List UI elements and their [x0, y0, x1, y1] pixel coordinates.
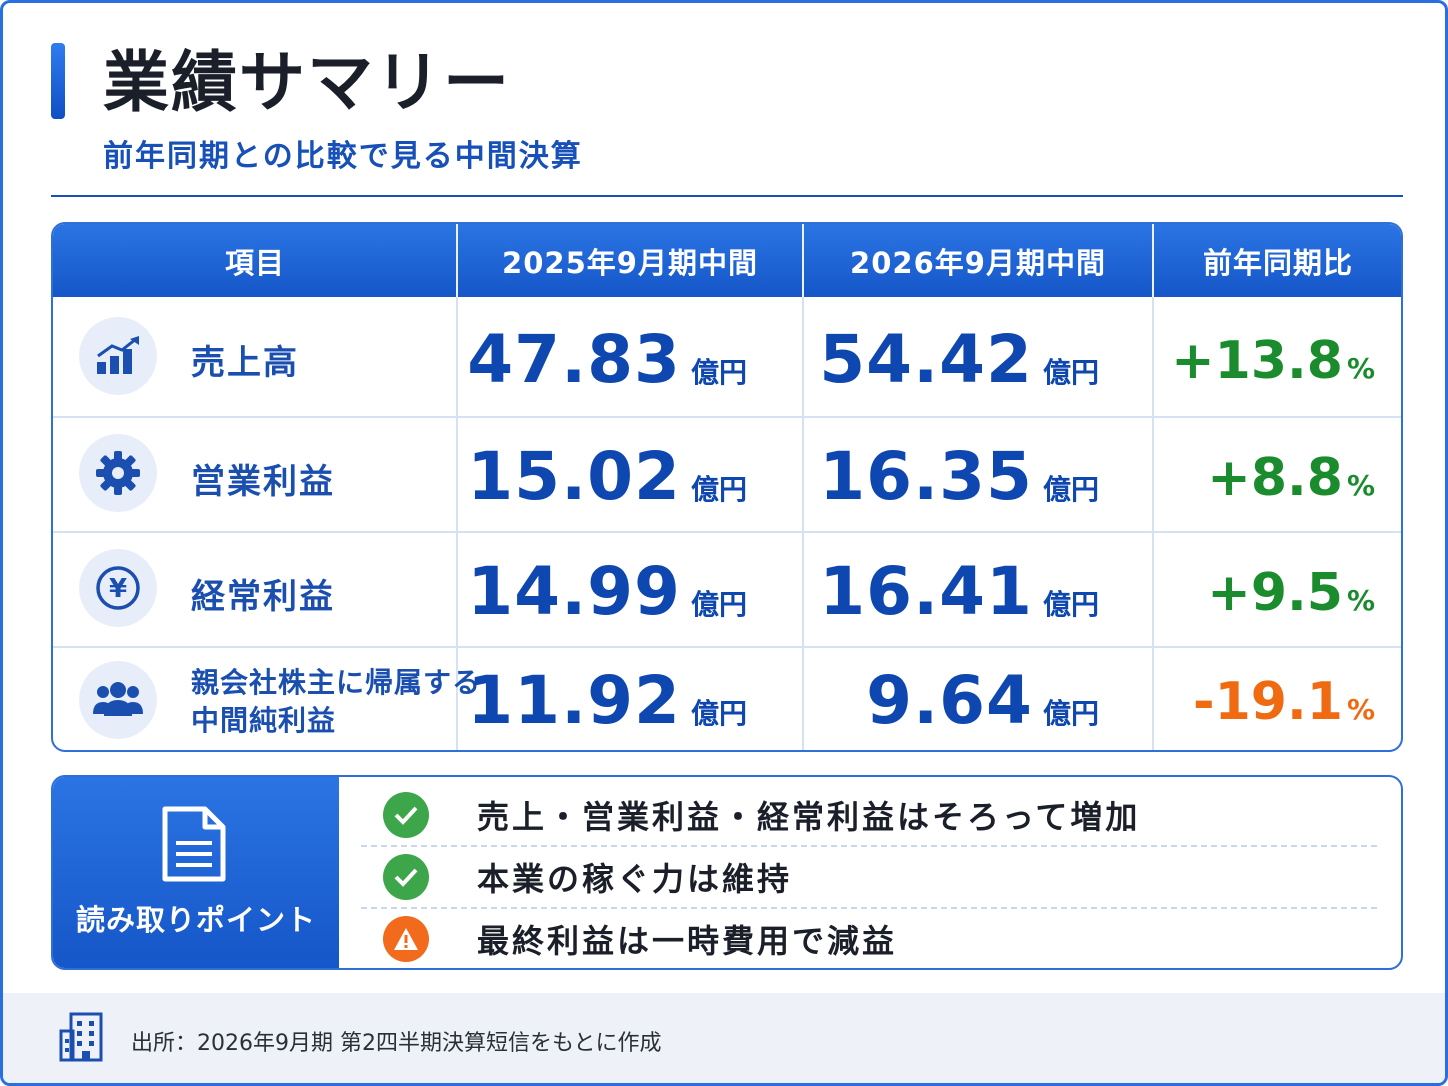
- curr-value: 16.41 億円: [819, 553, 1099, 630]
- check-icon: [383, 792, 429, 838]
- svg-text:¥: ¥: [109, 574, 127, 604]
- table-row: 売上高 47.83 億円 54.42 億円 +13.8%: [53, 297, 1401, 416]
- page-subtitle: 前年同期との比較で見る中間決算: [103, 139, 583, 174]
- row-label: 売上高: [191, 343, 299, 383]
- building-icon: [59, 1011, 105, 1067]
- key-point-item: 本業の稼ぐ力は維持: [383, 847, 792, 907]
- key-point-item: 最終利益は一時費用で減益: [383, 909, 897, 968]
- column-header-prev: 2025年9月期中間: [502, 245, 758, 280]
- curr-value: 16.35 億円: [819, 438, 1099, 515]
- row-label: 経常利益: [191, 577, 335, 617]
- gear-icon: [79, 434, 157, 512]
- header-divider: [1152, 224, 1154, 297]
- prev-value: 11.92 億円: [467, 662, 747, 739]
- key-point-item: 売上・営業利益・経常利益はそろって増加: [383, 785, 1140, 845]
- header-divider: [456, 224, 458, 297]
- prev-value: 15.02 億円: [467, 438, 747, 515]
- change-value: +8.8%: [1207, 448, 1375, 508]
- change-value: +13.8%: [1171, 331, 1375, 391]
- column-header-change: 前年同期比: [1202, 245, 1353, 280]
- prev-value: 47.83 億円: [467, 321, 747, 398]
- curr-value: 54.42 億円: [819, 321, 1099, 398]
- point-divider: [361, 845, 1377, 847]
- page-title: 業績サマリー: [103, 44, 511, 121]
- table-row: 営業利益 15.02 億円 16.35 億円 +8.8%: [53, 418, 1401, 531]
- bar-chart-icon: [79, 317, 157, 395]
- row-label: 営業利益: [191, 462, 335, 502]
- column-header-curr: 2026年9月期中間: [850, 245, 1106, 280]
- key-points-panel: 読み取りポイント 売上・営業利益・経常利益はそろって増加 本業の稼ぐ力は維持: [51, 775, 1403, 970]
- prev-value: 14.99 億円: [467, 553, 747, 630]
- table-row: ¥ 経常利益 14.99 億円 16.41 億円 +9.5%: [53, 533, 1401, 646]
- curr-value: 9.64 億円: [866, 662, 1099, 739]
- yen-icon: ¥: [79, 549, 157, 627]
- key-points-title: 読み取りポイント: [75, 903, 316, 937]
- document-icon: [161, 805, 227, 887]
- check-icon: [383, 854, 429, 900]
- row-divider: [53, 416, 1401, 418]
- row-divider: [53, 646, 1401, 648]
- header-divider: [802, 224, 804, 297]
- footer: 出所：2026年9月期 第2四半期決算短信をもとに作成: [3, 993, 1445, 1083]
- key-points-sidebar: 読み取りポイント: [53, 777, 339, 968]
- people-icon: [79, 661, 157, 739]
- table-header: 項目 2025年9月期中間 2026年9月期中間 前年同期比: [53, 224, 1401, 297]
- point-divider: [361, 907, 1377, 909]
- title-accent-bar: [51, 43, 65, 119]
- change-value: -19.1%: [1193, 672, 1375, 732]
- change-value: +9.5%: [1207, 563, 1375, 623]
- column-header-item: 項目: [224, 245, 285, 280]
- table-row: 親会社株主に帰属する 中間純利益 11.92 億円 9.64 億円 -19.1%: [53, 648, 1401, 750]
- column-divider: [802, 224, 804, 750]
- results-table: 項目 2025年9月期中間 2026年9月期中間 前年同期比: [51, 222, 1403, 752]
- column-divider: [1152, 224, 1154, 750]
- row-label: 親会社株主に帰属する 中間純利益: [191, 666, 482, 737]
- column-divider: [456, 224, 458, 750]
- title-divider: [51, 195, 1403, 197]
- row-divider: [53, 531, 1401, 533]
- source-note: 出所：2026年9月期 第2四半期決算短信をもとに作成: [131, 1031, 662, 1056]
- warning-icon: [383, 916, 429, 962]
